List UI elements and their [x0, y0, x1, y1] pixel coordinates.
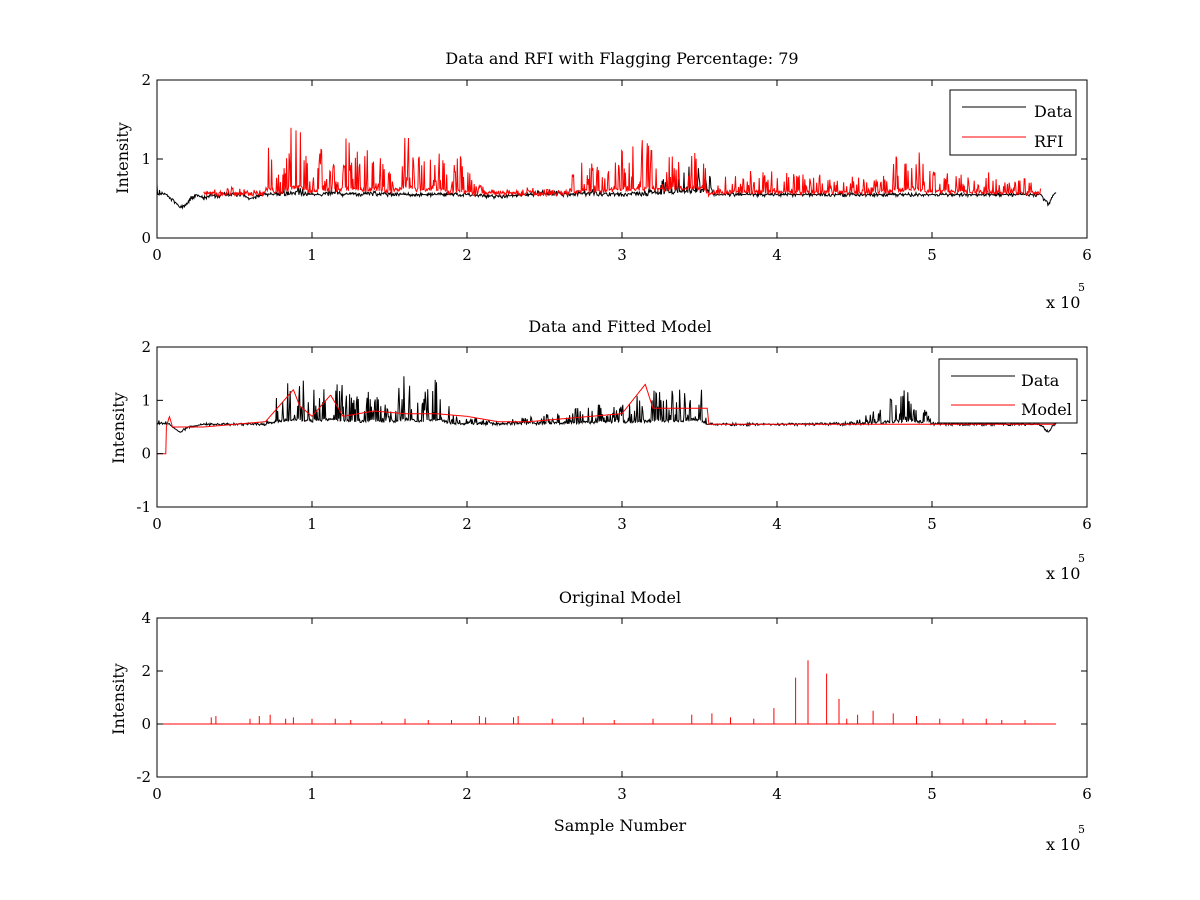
panel-2-y-tick-label: 1 [141, 391, 151, 409]
panel-3-xlabel: Sample Number [554, 816, 687, 835]
panel-1-x-tick-label: 6 [1082, 246, 1092, 264]
panel-2-title: Data and Fitted Model [528, 317, 711, 336]
panel-1-y-tick-label: 1 [141, 150, 151, 168]
panel-1-x-tick-label: 3 [617, 246, 627, 264]
panel-3-x-tick-label: 1 [307, 785, 317, 803]
panel-2-x-tick-label: 4 [772, 515, 782, 533]
panel-2-x-tick-label: 2 [462, 515, 472, 533]
panel-2-plot-area [157, 376, 1057, 455]
panel-1-title: Data and RFI with Flagging Percentage: 7… [445, 49, 798, 68]
panel-2-ylabel: Intensity [109, 392, 128, 464]
panel-1-legend-box [949, 89, 1077, 156]
panel-2-x-multiplier: x 10 [1046, 564, 1080, 583]
panel-2-y-tick-label: 2 [141, 338, 151, 356]
panel-3-x-multiplier: x 10 [1046, 835, 1080, 854]
panel-2-legend-label-data: Data [1021, 371, 1060, 390]
panel-2-y-tick-label: 0 [141, 445, 151, 463]
panel-1-legend-label-data: Data [1034, 102, 1073, 121]
panel-2-series-line-model [157, 383, 1056, 455]
panel-3-plot-area [157, 660, 1056, 725]
panel-3-x-multiplier-exponent: 5 [1078, 823, 1085, 836]
panel-1-x-tick-label: 1 [307, 246, 317, 264]
panel-2: Data and Fitted Model Intensity x 10 5 [109, 317, 1085, 583]
panel-1-x-tick-label: 2 [462, 246, 472, 264]
panel-1-x-tick-label: 0 [152, 246, 162, 264]
panel-2-x-tick-label: 5 [927, 515, 937, 533]
panel-2-legend-label-model: Model [1021, 400, 1072, 419]
panel-3-x-tick-label: 3 [617, 785, 627, 803]
panel-3: Original Model Intensity Sample Number x… [109, 588, 1085, 854]
panel-3-x-tick-label: 2 [462, 785, 472, 803]
panel-3-ylabel: Intensity [109, 663, 128, 735]
panel-2-y-tick-label: -1 [136, 498, 151, 516]
panel-3-x-tick-label: 6 [1082, 785, 1092, 803]
panel-1-plot-area [157, 127, 1057, 210]
panel-1-x-tick-label: 4 [772, 246, 782, 264]
panel-1-x-tick-label: 5 [927, 246, 937, 264]
panel-2-x-tick-label: 3 [617, 515, 627, 533]
panel-1-x-multiplier: x 10 [1046, 293, 1080, 312]
panel-3-x-tick-label: 0 [152, 785, 162, 803]
panel-2-legend: Data Model [938, 358, 1078, 424]
panel-1-y-tick-label: 0 [141, 229, 151, 247]
panel-3-x-tick-label: 4 [772, 785, 782, 803]
panel-3-y-tick-label: 4 [141, 609, 151, 627]
panel-1-legend-label-rfi: RFI [1034, 132, 1063, 151]
panel-2-x-tick-label: 1 [307, 515, 317, 533]
panel-1-legend: Data RFI [949, 89, 1077, 156]
panel-1-ylabel: Intensity [113, 122, 132, 194]
panel-2-x-multiplier-exponent: 5 [1078, 552, 1085, 565]
panel-1-axes: 0 1 2 3 4 5 6 0 1 2 [141, 71, 1091, 264]
panel-1: Data and RFI with Flagging Percentage: 7… [113, 49, 1085, 312]
panel-2-x-tick-label: 0 [152, 515, 162, 533]
panel-3-title: Original Model [559, 588, 681, 607]
panel-2-x-tick-label: 6 [1082, 515, 1092, 533]
panel-2-series-line-data [157, 376, 1057, 433]
panel-1-series-line-data [157, 166, 1057, 210]
panel-3-y-tick-label: 0 [141, 715, 151, 733]
panel-3-x-tick-label: 5 [927, 785, 937, 803]
panel-1-series-line-rfi [203, 127, 1041, 198]
panel-1-x-multiplier-exponent: 5 [1078, 281, 1085, 294]
panel-1-y-tick-label: 2 [141, 71, 151, 89]
panel-2-legend-box [938, 358, 1078, 424]
panel-3-y-tick-label: -2 [136, 768, 151, 786]
panel-3-y-tick-label: 2 [141, 662, 151, 680]
